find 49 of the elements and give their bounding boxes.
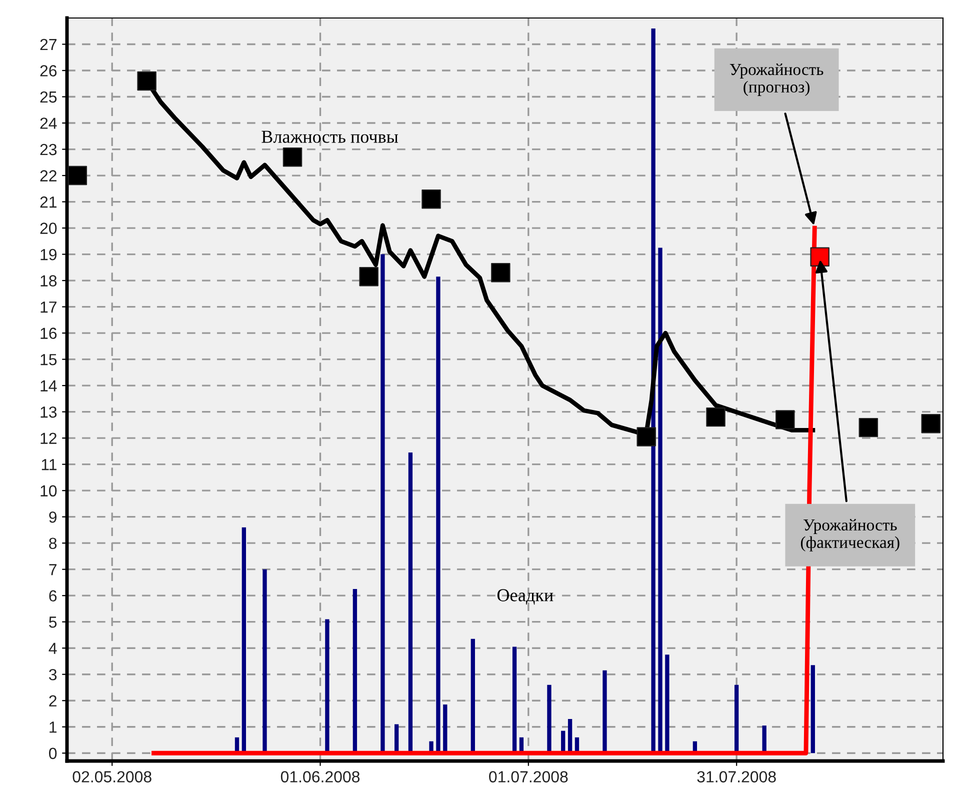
point [636, 427, 656, 446]
y-tick-label: 15 [40, 354, 57, 366]
y-tick-label: 11 [42, 459, 56, 470]
point [422, 190, 441, 209]
y-tick-label: 20 [40, 222, 57, 234]
y-tick-label: 27 [40, 38, 56, 50]
x-tick-label: 02.05.2008 [72, 771, 152, 782]
y-tick-label: 9 [49, 511, 57, 523]
point [921, 414, 940, 434]
y-tick-label: 1 [50, 722, 56, 733]
bar [810, 665, 815, 754]
point [359, 266, 378, 286]
text: Урожайность (прогноз) [730, 64, 824, 96]
text: Оеадки [497, 589, 554, 605]
y-tick-label: 14 [40, 380, 57, 392]
point [810, 247, 830, 267]
y-tick-label: 12 [40, 432, 56, 444]
point [858, 418, 878, 438]
x-tick-label: 01.07.2008 [489, 771, 568, 782]
y-tick-label: 24 [40, 118, 57, 129]
y-tick-label: 19 [40, 248, 57, 260]
y-tick-label: 26 [40, 65, 57, 76]
y-tick-label: 8 [49, 538, 57, 550]
point [137, 71, 156, 91]
y-tick-label: 21 [40, 196, 56, 208]
point [491, 263, 510, 282]
y-tick-label: 3 [49, 668, 57, 680]
y-tick-label: 23 [40, 144, 57, 156]
y-tick-label: 6 [49, 590, 57, 602]
point [68, 166, 88, 186]
y-tick-label: 10 [40, 485, 57, 497]
y-tick-label: 17 [40, 302, 56, 313]
point [776, 410, 795, 430]
y-tick-label: 2 [49, 695, 56, 706]
y-tick-label: 0 [49, 748, 57, 760]
x-tick-label: 31.07.2008 [697, 771, 776, 782]
y-tick-label: 7 [49, 564, 56, 576]
y-tick-label: 4 [48, 642, 57, 654]
y-tick-label: 13 [40, 406, 57, 418]
series-label: Влажность почвы [262, 130, 398, 143]
point [282, 148, 302, 167]
x-tick-label: 01.06.2008 [280, 771, 360, 782]
y-tick-label: 16 [40, 328, 57, 339]
point [706, 407, 726, 427]
y-tick-label: 18 [40, 275, 57, 286]
text: Урожайность (фактическая) [800, 519, 900, 552]
y-tick-label: 25 [40, 91, 57, 103]
y-tick-label: 22 [40, 170, 56, 182]
y-tick-label: 5 [49, 616, 57, 628]
